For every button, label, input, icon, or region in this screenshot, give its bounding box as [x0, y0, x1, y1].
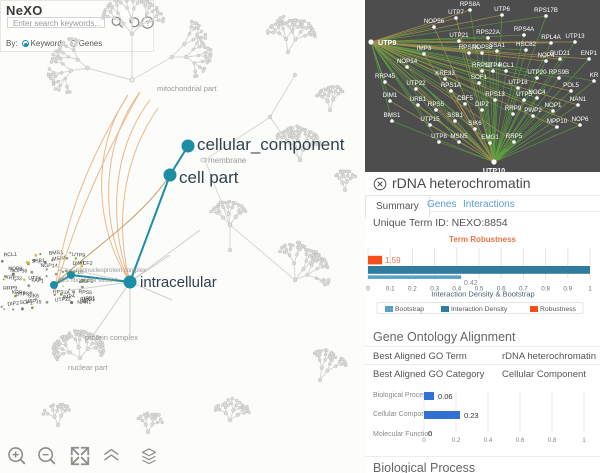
svg-text:40S ribosomal subunit: 40S ribosomal subunit	[58, 278, 118, 284]
svg-text:KRE33: KRE33	[435, 70, 455, 77]
svg-text:0.8: 0.8	[548, 437, 557, 444]
svg-text:IMP4: IMP4	[63, 294, 76, 301]
svg-text:0.2: 0.2	[452, 437, 461, 444]
svg-text:UTP6: UTP6	[494, 6, 510, 13]
svg-text:RCL1: RCL1	[3, 252, 17, 259]
svg-text:KRR1: KRR1	[11, 290, 25, 297]
svg-text:0.4: 0.4	[484, 437, 493, 444]
svg-text:NOC4: NOC4	[528, 89, 546, 96]
svg-text:cellular_component: cellular_component	[197, 135, 345, 154]
svg-text:MSN5: MSN5	[450, 133, 468, 140]
svg-text:nuclear part: nuclear part	[68, 363, 109, 372]
svg-text:MPP10: MPP10	[547, 118, 568, 125]
svg-text:NOP6: NOP6	[572, 116, 589, 123]
svg-text:UTP15: UTP15	[420, 116, 440, 123]
svg-text:UTP13: UTP13	[565, 33, 585, 40]
svg-text:SIK6: SIK6	[28, 293, 39, 299]
svg-text:0.06: 0.06	[438, 392, 453, 401]
svg-text:KR: KR	[590, 72, 599, 79]
svg-text:RPS13: RPS13	[485, 91, 505, 98]
svg-text:IMP3: IMP3	[417, 45, 432, 52]
svg-text:URB1: URB1	[410, 96, 427, 103]
svg-text:EMG1: EMG1	[481, 134, 499, 141]
svg-text:mitochondrial part: mitochondrial part	[157, 84, 218, 93]
svg-text:1.59: 1.59	[385, 256, 401, 265]
svg-text:UTP8: UTP8	[431, 133, 447, 140]
svg-text:POL5: POL5	[563, 82, 579, 89]
svg-text:ribonucleoprotein complex: ribonucleoprotein complex	[76, 268, 146, 274]
svg-text:1: 1	[582, 437, 586, 444]
svg-text:0.1: 0.1	[386, 286, 395, 293]
svg-text:DIP2: DIP2	[475, 101, 489, 108]
svg-text:NOP1: NOP1	[545, 102, 562, 109]
svg-text:BUD21: BUD21	[550, 50, 571, 57]
svg-text:SOF1: SOF1	[471, 74, 488, 81]
svg-text:protein complex: protein complex	[85, 333, 138, 342]
svg-text:RPL4A: RPL4A	[541, 34, 561, 41]
svg-text:PWP2: PWP2	[524, 107, 542, 114]
svg-text:UTP21: UTP21	[449, 32, 469, 39]
svg-text:RPS4A: RPS4A	[514, 26, 535, 33]
svg-text:CBF5: CBF5	[457, 95, 473, 102]
svg-text:Interaction Density: Interaction Density	[451, 306, 508, 313]
svg-text:UTP18: UTP18	[508, 79, 528, 86]
svg-text:NAN1: NAN1	[570, 96, 587, 103]
svg-text:RRP9: RRP9	[505, 105, 522, 112]
svg-text:Robustness: Robustness	[540, 306, 576, 313]
svg-text:DIP2: DIP2	[7, 301, 19, 308]
svg-text:SIK6: SIK6	[468, 120, 482, 127]
svg-text:RPS17B: RPS17B	[534, 7, 558, 14]
svg-text:DIM1: DIM1	[383, 92, 398, 99]
svg-text:RPS22A: RPS22A	[476, 29, 501, 36]
svg-text:0.9: 0.9	[563, 286, 572, 293]
svg-text:SSB1: SSB1	[447, 112, 463, 119]
svg-text:Interaction Density & Bootstra: Interaction Density & Bootstrap	[431, 290, 534, 299]
svg-text:UTP9: UTP9	[378, 38, 396, 47]
svg-text:UTP7: UTP7	[448, 9, 464, 16]
svg-text:0: 0	[366, 286, 370, 293]
svg-text:FAF1: FAF1	[31, 278, 44, 285]
svg-text:UTP22: UTP22	[406, 80, 426, 87]
svg-text:HSC82: HSC82	[516, 41, 537, 48]
svg-text:Bootstrap: Bootstrap	[395, 306, 424, 313]
svg-text:membrane: membrane	[208, 156, 247, 165]
svg-text:cell part: cell part	[179, 168, 239, 187]
svg-text:RCL1: RCL1	[498, 62, 514, 69]
svg-text:0.6: 0.6	[516, 437, 525, 444]
svg-text:UTP20: UTP20	[527, 69, 547, 76]
svg-text:0.2: 0.2	[408, 286, 417, 293]
svg-text:intracellular: intracellular	[140, 274, 217, 291]
svg-text:1: 1	[588, 286, 592, 293]
svg-text:0.23: 0.23	[464, 411, 479, 420]
svg-text:NOP14: NOP14	[397, 58, 418, 65]
svg-text:SSA1: SSA1	[489, 42, 505, 49]
svg-text:NOP56: NOP56	[424, 18, 445, 25]
svg-text:BMS1: BMS1	[384, 112, 401, 119]
svg-text:0.8: 0.8	[541, 286, 550, 293]
svg-text:RRP5: RRP5	[506, 133, 523, 140]
svg-text:RRP45: RRP45	[375, 73, 396, 80]
svg-text:Biological Process: Biological Process	[373, 392, 431, 399]
svg-text:RPS8A: RPS8A	[460, 1, 481, 8]
svg-text:0: 0	[422, 437, 426, 444]
svg-text:0: 0	[428, 429, 432, 438]
svg-text:RPS9B: RPS9B	[549, 69, 569, 76]
svg-text:UTP9: UTP9	[72, 252, 86, 259]
svg-text:ENP1: ENP1	[581, 50, 598, 57]
svg-text:RPS1A: RPS1A	[441, 82, 462, 89]
svg-text:KRE33: KRE33	[5, 275, 22, 283]
svg-text:RPS5: RPS5	[428, 101, 445, 108]
